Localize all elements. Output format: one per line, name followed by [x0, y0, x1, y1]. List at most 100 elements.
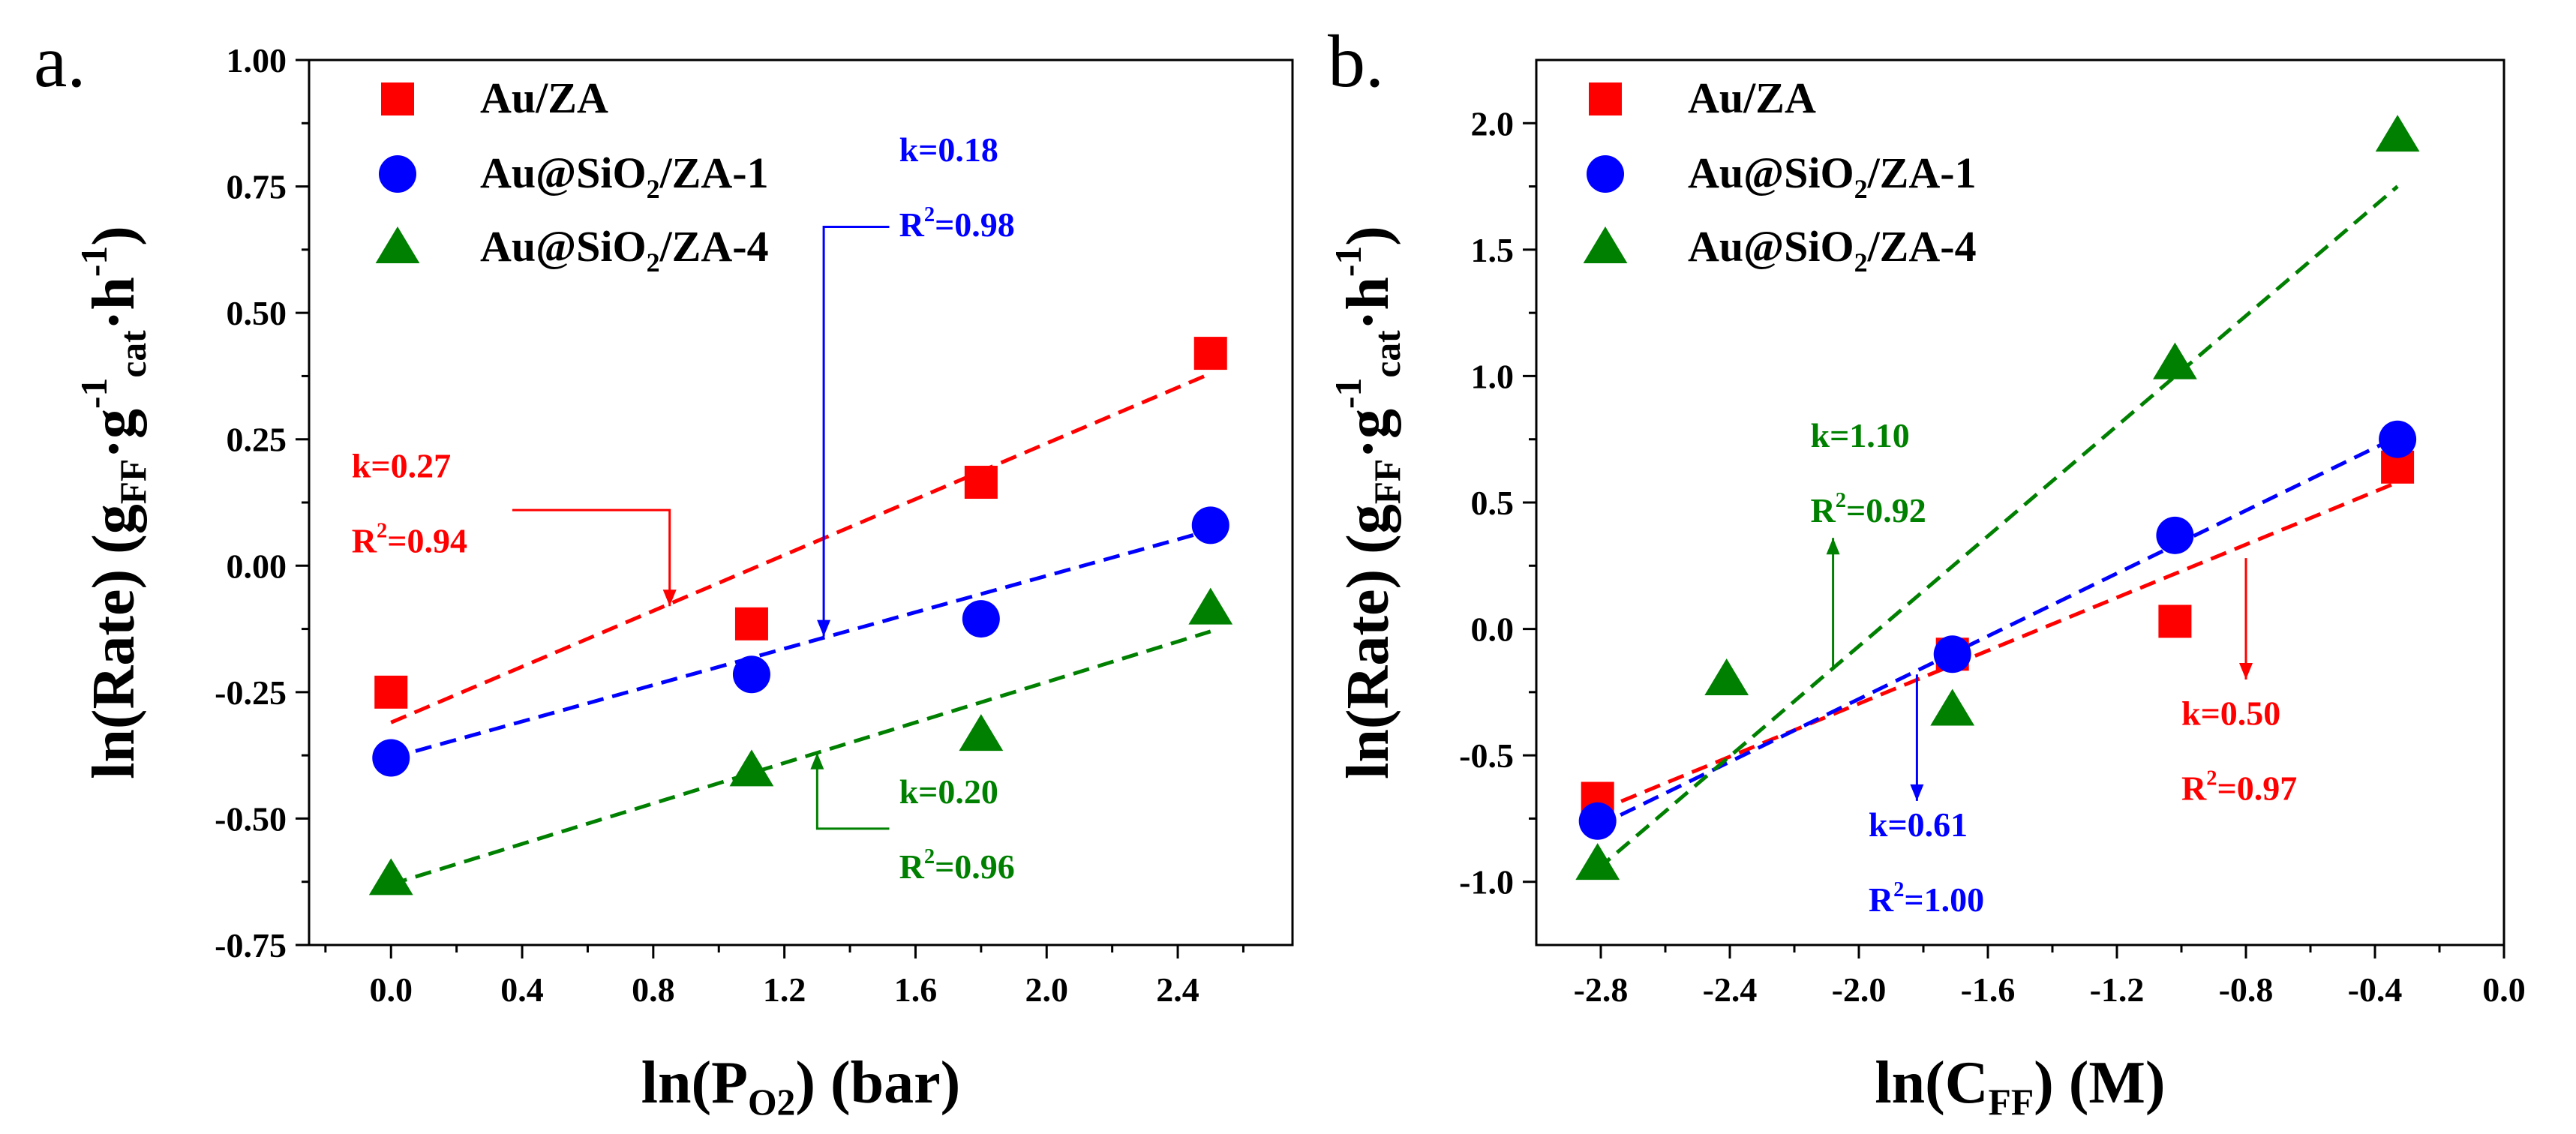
panel-a-annotation-arrow [822, 226, 890, 637]
panel-a-data-point [368, 858, 413, 896]
y-title-sub: FF [1367, 459, 1408, 505]
panel-a-legend-marker [381, 82, 414, 116]
x-title-main: ln(C [1875, 1050, 1988, 1116]
panel-a-data-point [1191, 506, 1229, 544]
panel-a-label: a. [34, 20, 86, 103]
panel-a-fit-line [390, 629, 1211, 886]
panel-a-y-tick-label: 0.50 [227, 294, 287, 332]
annotation-r2-prefix: R [899, 206, 925, 244]
annotation-r2-value: =0.94 [387, 521, 467, 560]
y-title-sub: cat [113, 330, 154, 378]
annotation-r2-prefix: R [2181, 770, 2207, 808]
x-title-tail: ) (bar) [795, 1050, 960, 1116]
panel-a-data-point [962, 600, 1000, 638]
panel-b-annotation-r2: R2=0.92 [1811, 489, 1926, 530]
panel-a-x-tick-label: 1.2 [763, 970, 806, 1009]
legend-text-part: /ZA-4 [1867, 222, 1977, 271]
annotation-r2-value: =0.96 [935, 848, 1015, 886]
y-title-dot: ·g [1335, 409, 1401, 459]
panel-b-data-point [2379, 420, 2417, 458]
panel-b-x-tick-label: -1.6 [1961, 970, 2016, 1009]
y-title-tail: ) [81, 226, 147, 246]
panel-b-x-tick-label: -2.8 [1574, 970, 1629, 1009]
annotation-r2-prefix: R [899, 848, 925, 886]
annotation-r2-value: =1.00 [1904, 880, 1984, 919]
panel-b-annotation-r2: R2=1.00 [1869, 878, 1984, 919]
legend-text-sub: 2 [647, 174, 660, 204]
panel-a-x-tick-label: 2.0 [1025, 970, 1069, 1009]
panel-b-y-tick-label: -0.5 [1459, 736, 1514, 775]
legend-text-part: /ZA-4 [659, 222, 769, 271]
panel-a-plot-frame [308, 58, 1294, 946]
panel-b-fit-line [1596, 184, 2399, 871]
panel-b-y-tick-label: 2.0 [1471, 104, 1515, 142]
panel-b-legend-marker [1583, 226, 1628, 263]
panel-b-x-tick-label: -2.4 [1703, 970, 1758, 1009]
panel-a-y-tick-label: 1.00 [227, 41, 287, 80]
panel-b-x-tick-label: -0.8 [2219, 970, 2274, 1009]
panel-a-legend-entry: Au@SiO2/ZA-4 [480, 222, 769, 278]
panel-b-fit-line [1596, 435, 2399, 828]
panel-b-x-tick-label: 0.0 [2482, 970, 2526, 1009]
panel-b-annotation-r2: R2=0.97 [2181, 767, 2297, 808]
panel-a-annotation-k: k=0.18 [899, 130, 998, 169]
panel-b-y-tick-label: 0.5 [1471, 484, 1515, 522]
x-title-sub: O2 [748, 1082, 795, 1123]
panel-a-annotation-r2: R2=0.94 [352, 519, 467, 560]
legend-text-part: /ZA-1 [659, 148, 769, 197]
panel-b-annotation-arrowhead [1910, 784, 1924, 801]
panel-a-data-point [734, 607, 768, 640]
panel-a-annotation-arrow [512, 508, 671, 607]
panel-a-x-tick-label: 0.8 [632, 970, 675, 1009]
y-title-tail: ) [1335, 226, 1401, 246]
panel-b-plot-frame [1535, 58, 2505, 946]
y-title-dot: ·h [81, 277, 147, 330]
panel-a-annotation-r2: R2=0.96 [899, 845, 1015, 886]
x-title-tail: ) (M) [2034, 1050, 2165, 1116]
panel-b-data-point [2158, 604, 2192, 638]
y-title-sup: -1 [74, 246, 115, 277]
panel-b-annotation-arrowhead [2239, 663, 2253, 680]
panel-b-annotation-k: k=0.50 [2181, 694, 2280, 733]
panel-b-annotation-arrowhead [1826, 538, 1840, 555]
legend-text-sub: 2 [1854, 174, 1868, 204]
panel-a-data-point [964, 466, 998, 500]
legend-text-part: Au/ZA [1688, 74, 1816, 122]
panel-a-annotation-arrowhead [810, 752, 824, 770]
panel-b-x-tick-label: -0.4 [2348, 970, 2403, 1009]
panel-a-annotation-arrowhead [817, 620, 831, 637]
y-title-dot: ·h [1335, 277, 1401, 330]
y-title-sup: -1 [1328, 246, 1369, 277]
panel-b-data-point [2375, 115, 2420, 152]
panel-b-y-axis-title: ln(Rate) (gFF·g-1cat·h-1) [1328, 226, 1408, 779]
panel-b-data-point [1933, 635, 1971, 674]
panel-b-legend-entry: Au@SiO2/ZA-4 [1688, 222, 1977, 278]
annotation-r2-sup: 2 [1893, 878, 1904, 902]
panel-b-legend-marker [1587, 155, 1624, 193]
panel-a-x-tick-label: 0.4 [500, 970, 544, 1009]
panel-b-data-point [2156, 516, 2194, 554]
panel-a-y-tick-label: -0.50 [215, 800, 287, 838]
annotation-r2-value: =0.92 [1846, 491, 1926, 530]
panel-a-data-point [729, 749, 774, 787]
panel-a-y-tick-label: -0.75 [215, 926, 287, 964]
panel-b-legend-entry: Au@SiO2/ZA-1 [1688, 148, 1977, 204]
panel-a-fit-line [390, 528, 1211, 760]
panel-b-data-point [1578, 802, 1617, 840]
panel-a-data-point [1193, 337, 1227, 370]
panel-b-data-point [1704, 658, 1749, 695]
y-title-dot: ·g [81, 409, 147, 459]
panel-a-x-tick-label: 2.4 [1156, 970, 1199, 1009]
panel-a-y-tick-label: 0.25 [227, 421, 287, 459]
panel-b: b. -2.8 -2.4 -2.0 -1.6 -1.2 -0.8 -0.4 0.0 -1.0 -0.… [1328, 20, 2526, 1123]
panel-a-y-tick-label: -0.25 [215, 674, 287, 712]
annotation-r2-prefix: R [1811, 491, 1836, 530]
annotation-r2-prefix: R [352, 521, 377, 560]
panel-b-data-point [1930, 688, 1975, 726]
panel-a-legend-marker [375, 226, 420, 263]
panel-a-annotation-k: k=0.20 [899, 772, 998, 811]
panel-b-y-tick-label: 0.0 [1471, 610, 1515, 649]
panel-b-annotation-k: k=0.61 [1869, 806, 1968, 844]
panel-a-legend-marker [379, 155, 416, 193]
